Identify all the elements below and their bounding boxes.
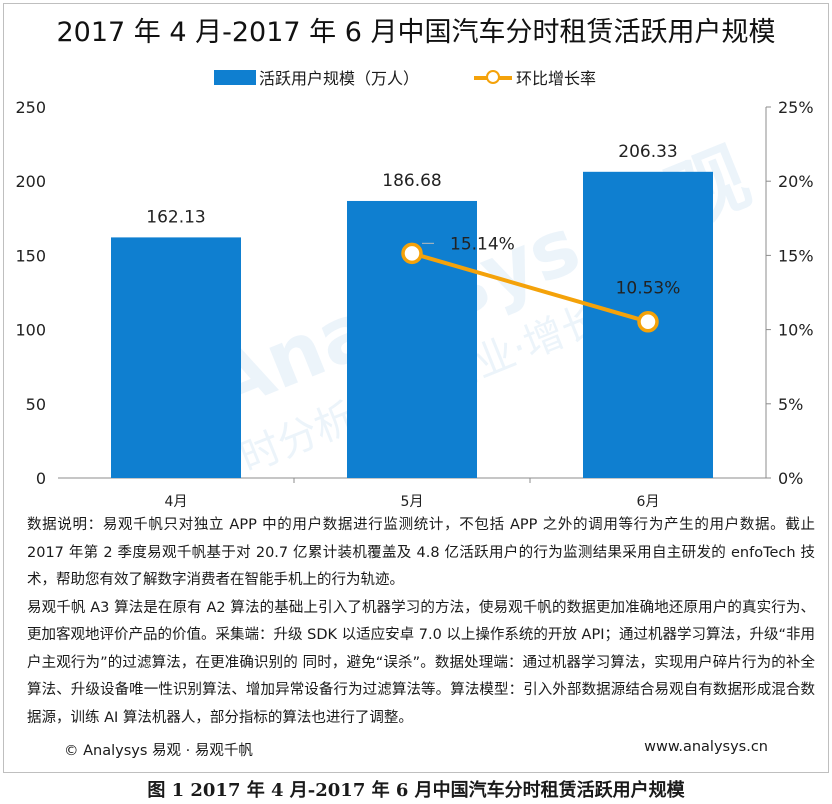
y-left-tick-label: 50 [26,395,46,414]
legend-item-line: 环比增长率 [474,64,596,90]
legend-line-swatch [474,69,512,85]
growth-rate-label: 15.14% [450,234,515,254]
legend-bar-label: 活跃用户规模（万人） [259,69,420,88]
bar [111,237,241,478]
legend-item-bar: 活跃用户规模（万人） [214,64,419,90]
x-tick-label: 5月 [401,494,424,510]
figure-caption: 图 1 2017 年 4 月-2017 年 6 月中国汽车分时租赁活跃用户规模 [147,780,685,801]
bar-value-label: 162.13 [146,207,205,227]
footer-copyright: © Analysys 易观 · 易观千帆 [64,743,253,759]
data-notes: 数据说明：易观千帆只对独立 APP 中的用户数据进行监测统计，不包括 APP 之… [27,512,815,732]
y-left-tick-label: 150 [15,246,46,265]
y-right-tick-label: 15% [778,246,814,265]
y-right-tick-label: 10% [778,321,814,340]
y-right-tick-label: 20% [778,172,814,191]
y-right-tick-label: 25% [778,98,814,117]
y-left-tick-label: 250 [15,98,46,117]
growth-rate-label: 10.53% [616,279,681,299]
y-left-tick-label: 0 [36,469,46,488]
x-tick-label: 6月 [637,494,660,510]
growth-rate-point [637,310,659,333]
y-right-tick-label: 5% [778,395,803,414]
growth-rate-point [401,242,423,265]
legend-bar-swatch [214,69,256,85]
y-right-tick-label: 0% [778,469,803,488]
chart-area: 0 50 100 150 200 250 0% 5% 10% 15% 20% 25% 4月 5月 6月 162… [15,98,814,510]
legend-line-label: 环比增长率 [516,69,597,88]
bar-value-label: 206.33 [618,142,677,162]
chart-title: 2017 年 4 月-2017 年 6 月中国汽车分时租赁活跃用户规模 [56,17,776,48]
y-left-tick-label: 100 [15,321,46,340]
y-left-tick-label: 200 [15,172,46,191]
chart-legend: 活跃用户规模（万人） 环比增长率 [0,64,832,90]
footer-website: www.analysys.cn [644,739,768,755]
x-tick-label: 4月 [165,494,188,510]
notes-paragraph-2: 易观千帆 A3 算法是在原有 A2 算法的基础上引入了机器学习的方法，使易观千帆… [27,599,815,726]
notes-paragraph-1: 数据说明：易观千帆只对独立 APP 中的用户数据进行监测统计，不包括 APP 之… [27,517,815,588]
growth-rate-line [411,251,649,324]
bar-value-label: 186.68 [382,171,441,191]
